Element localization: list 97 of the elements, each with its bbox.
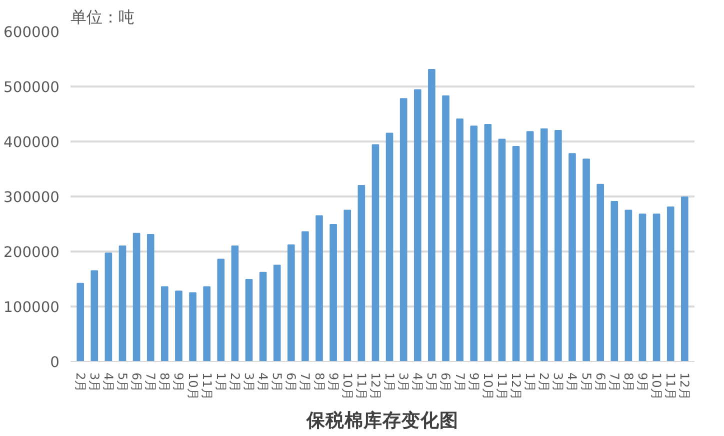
bar [638,214,646,362]
bar [540,128,548,362]
bar [400,98,408,362]
x-tick-label: 3月 [87,372,102,392]
bar [456,118,464,362]
x-tick-label: 5月 [424,372,439,392]
bar [470,126,478,362]
bar [512,146,520,362]
y-tick-label: 600000 [4,24,60,41]
x-tick-label: 6月 [130,372,144,392]
bar [372,144,380,362]
x-tick-label: 4月 [565,372,580,392]
bar [428,68,436,362]
x-tick-label: 10月 [186,372,200,400]
x-tick-label: 1月 [382,372,397,392]
x-tick-label: 10月 [650,372,664,400]
x-tick-label: 6月 [284,372,298,392]
bar [259,272,267,362]
x-tick-label: 3月 [551,372,566,392]
x-tick-label: 2月 [228,372,242,392]
x-tick-label: 10月 [480,372,495,400]
bar [624,210,632,362]
x-tick-label: 12月 [678,372,692,400]
x-tick-label: 1月 [214,372,228,392]
bar [666,206,674,362]
bar [484,124,492,362]
bar [316,215,323,362]
x-tick-label: 8月 [312,372,326,392]
x-tick-label: 12月 [368,372,382,400]
y-tick-label: 100000 [4,299,60,316]
x-tick-label: 8月 [621,372,636,392]
bar [175,290,182,362]
x-tick-label: 11月 [354,372,368,400]
x-tick-label: 11月 [494,372,509,400]
x-tick-label: 7月 [144,372,158,392]
bar [302,231,309,362]
text: 保税棉库存变化图 [306,410,458,432]
bar [273,264,281,362]
bar [442,95,450,362]
bar [189,292,196,362]
y-tick-label: 200000 [4,244,60,261]
x-tick-label: 2月 [73,372,88,392]
x-tick-label: 9月 [636,372,650,392]
x-tick-label: 1月 [523,372,538,392]
y-tick-label: 0 [50,354,60,371]
x-tick-label: 8月 [158,372,172,392]
bar [652,214,660,362]
bar [161,286,168,362]
bar [554,130,562,362]
x-tick-label: 4月 [410,372,425,392]
x-tick-label: 11月 [200,372,214,400]
bar [610,200,618,362]
x-tick-label: 7月 [452,372,467,392]
y-tick-label: 300000 [4,189,60,206]
bar [330,224,337,362]
x-tick-label: 7月 [607,372,622,392]
x-tick-label: 4月 [256,372,270,392]
y-tick-label: 400000 [4,134,60,151]
bar [344,210,352,362]
bar [203,286,210,362]
x-tick-label: 5月 [116,372,130,392]
bar [526,131,534,362]
bar [104,252,112,362]
bar [498,138,506,362]
bar [76,282,84,362]
x-tick-label: 6月 [593,372,608,392]
x-tick-label: 5月 [579,372,594,392]
x-tick-label: 9月 [326,372,340,392]
x-tick-label: 4月 [101,372,116,392]
bar [582,158,590,362]
text: 单位：吨 [70,8,134,26]
x-tick-label: 10月 [340,372,354,400]
x-tick-label: 9月 [172,372,186,392]
bar [245,279,253,362]
x-tick-label: 7月 [298,372,312,392]
x-tick-label: 9月 [466,372,481,392]
y-tick-label: 500000 [4,79,60,96]
bar [414,89,422,362]
x-tick-label: 12月 [509,372,524,400]
x-tick-label: 3月 [242,372,256,392]
bar [217,258,225,362]
x-tick-label: 2月 [537,372,552,392]
x-tick-label: 6月 [438,372,453,392]
bar [568,153,576,362]
x-tick-label: 3月 [396,372,411,392]
bar [146,234,154,362]
bar [231,246,239,362]
bar [596,184,604,362]
x-tick-label: 5月 [270,372,284,392]
x-tick-label: 11月 [664,372,678,400]
bar [287,244,295,362]
bar [118,246,126,362]
bar [681,196,688,362]
bar [132,232,140,362]
bar [90,270,98,362]
bar [358,185,366,362]
bar [386,132,394,362]
